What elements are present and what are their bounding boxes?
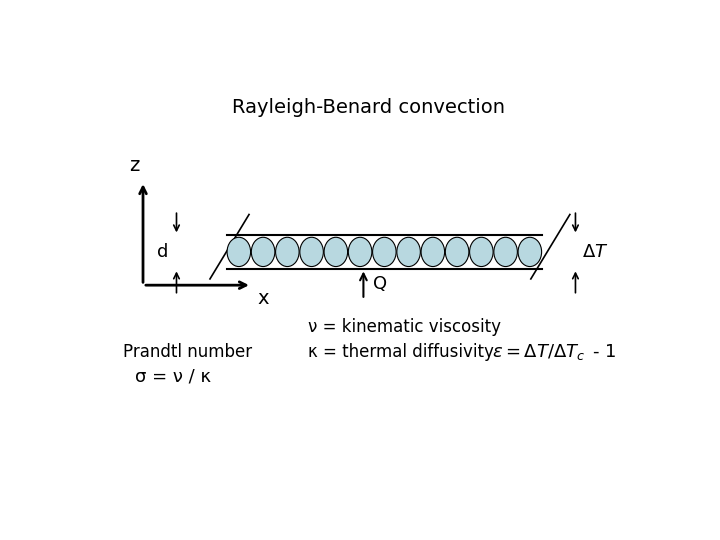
Text: ν = kinematic viscosity: ν = kinematic viscosity bbox=[307, 318, 500, 336]
Ellipse shape bbox=[397, 237, 420, 267]
Text: Q: Q bbox=[374, 275, 387, 293]
Text: x: x bbox=[258, 289, 269, 308]
Ellipse shape bbox=[324, 237, 348, 267]
Text: κ = thermal diffusivity: κ = thermal diffusivity bbox=[307, 343, 493, 361]
Ellipse shape bbox=[300, 237, 323, 267]
Text: Prandtl number: Prandtl number bbox=[124, 343, 253, 361]
Text: z: z bbox=[130, 156, 140, 175]
Text: $\varepsilon = \Delta T/\Delta T_c\,$ - 1: $\varepsilon = \Delta T/\Delta T_c\,$ - … bbox=[492, 342, 616, 362]
Text: Rayleigh-Benard convection: Rayleigh-Benard convection bbox=[233, 98, 505, 117]
Ellipse shape bbox=[227, 237, 251, 267]
Ellipse shape bbox=[276, 237, 299, 267]
Text: d: d bbox=[157, 243, 168, 261]
Ellipse shape bbox=[469, 237, 493, 267]
Text: $\Delta T$: $\Delta T$ bbox=[582, 243, 608, 261]
Ellipse shape bbox=[251, 237, 275, 267]
Ellipse shape bbox=[446, 237, 469, 267]
Ellipse shape bbox=[348, 237, 372, 267]
Ellipse shape bbox=[421, 237, 445, 267]
Ellipse shape bbox=[372, 237, 396, 267]
Ellipse shape bbox=[518, 237, 541, 267]
Text: σ = ν / κ: σ = ν / κ bbox=[135, 368, 211, 386]
Ellipse shape bbox=[494, 237, 518, 267]
